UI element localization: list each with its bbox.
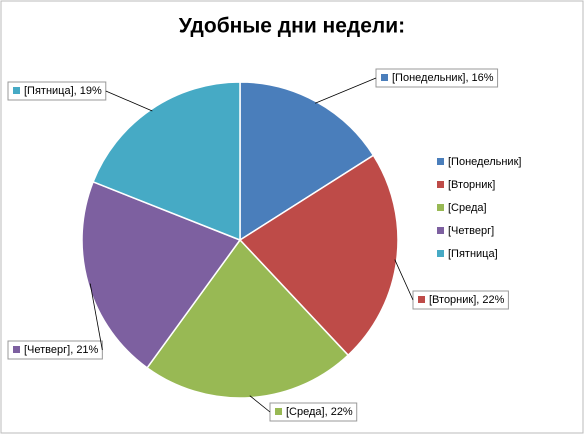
data-label-key <box>13 87 20 94</box>
legend-key <box>437 227 444 234</box>
data-label-key <box>13 346 20 353</box>
data-label: [Среда], 22% <box>286 406 353 418</box>
data-label-key <box>275 408 282 415</box>
leader-line <box>315 77 377 104</box>
pie-slice <box>81 180 242 369</box>
leader-line <box>249 395 271 413</box>
legend-key <box>437 204 444 211</box>
data-label-key <box>381 74 388 81</box>
data-label: [Четверг], 21% <box>24 344 99 356</box>
legend-label: [Вторник] <box>448 179 495 191</box>
legend-label: [Четверг] <box>448 225 494 237</box>
legend-label: [Среда] <box>448 202 487 214</box>
data-label: [Понедельник], 16% <box>392 72 494 84</box>
pie-slice <box>239 81 375 242</box>
legend-key <box>437 181 444 188</box>
data-label: [Вторник], 22% <box>429 294 505 306</box>
leader-line <box>394 259 414 301</box>
data-label: [Пятница], 19% <box>24 85 102 97</box>
pie-slice <box>238 154 399 357</box>
pie-slice <box>92 81 241 242</box>
chart-title: Удобные дни недели: <box>179 15 405 38</box>
pie-slice <box>146 238 350 399</box>
legend-label: [Пятница] <box>448 248 498 260</box>
legend-label: [Понедельник] <box>448 156 521 168</box>
leader-line <box>105 90 153 112</box>
data-label-key <box>418 296 425 303</box>
leader-line <box>89 283 103 351</box>
legend-key <box>437 158 444 165</box>
legend-key <box>437 250 444 257</box>
